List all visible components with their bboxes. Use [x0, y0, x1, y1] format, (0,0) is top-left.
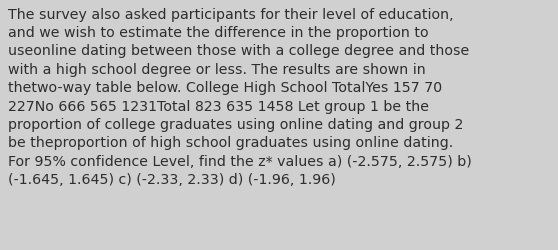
Text: The survey also asked participants for their level of education,
and we wish to : The survey also asked participants for t… [8, 8, 472, 186]
